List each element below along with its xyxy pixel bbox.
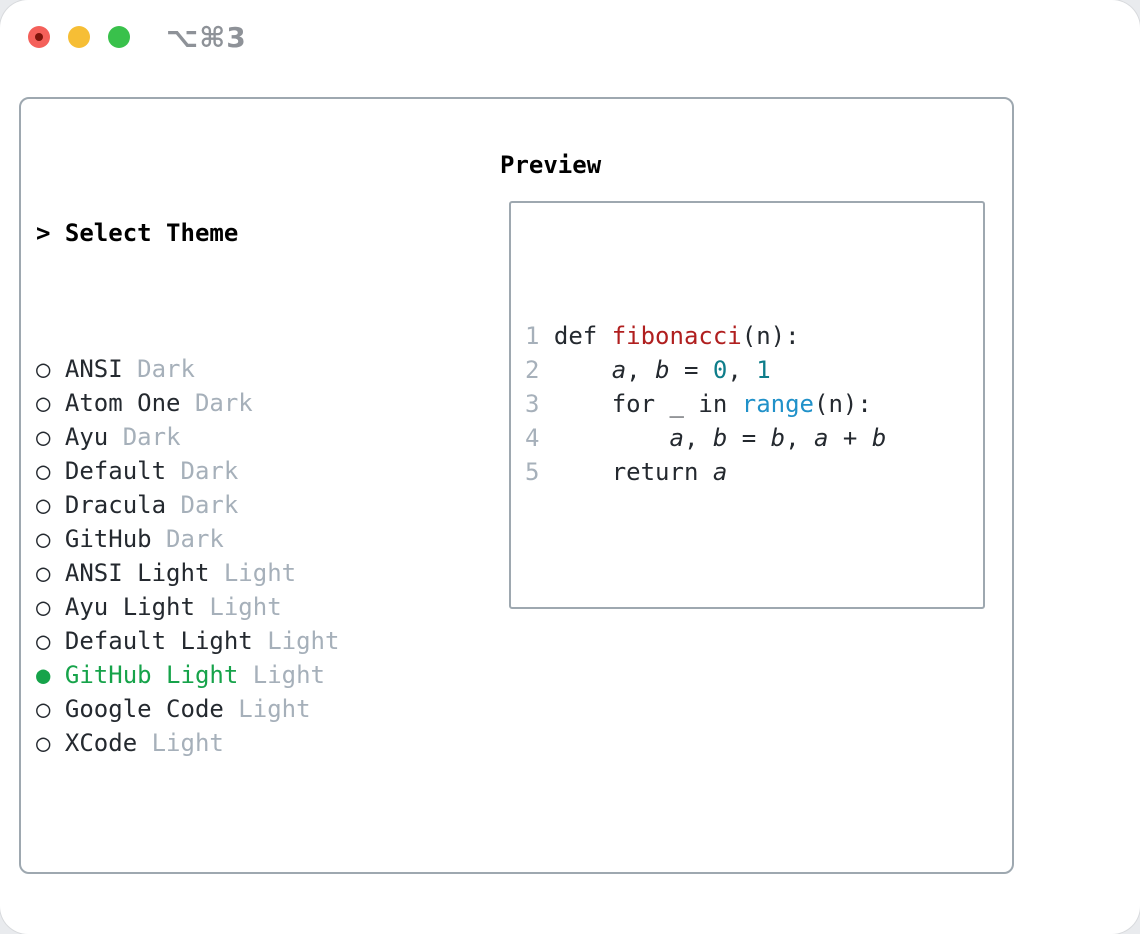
theme-name: Ayu Light	[64, 593, 195, 621]
code-line-2: 2 a, b = 0, 1	[525, 356, 771, 384]
window-title: ⌥⌘3	[166, 21, 247, 54]
theme-option-github-light[interactable]: ● GitHub Light Light	[36, 658, 441, 692]
preview-box: 1 def fibonacci(n): 2 a, b = 0, 1 3 for _ …	[509, 201, 985, 609]
theme-list: ○ ANSI Dark ○ Atom One Dark ○ Ayu Dark ○ De…	[36, 352, 441, 760]
radio-unselected-icon: ○	[36, 423, 65, 451]
radio-unselected-icon: ○	[36, 627, 65, 655]
code-line-4: 4 a, b = b, a + b	[525, 424, 887, 452]
theme-name: XCode	[64, 729, 138, 757]
theme-variant: Dark	[122, 355, 195, 383]
theme-variant: Light	[194, 593, 282, 621]
radio-unselected-icon: ○	[36, 457, 65, 485]
theme-variant: Light	[238, 661, 325, 689]
theme-name: Atom One	[64, 389, 181, 417]
titlebar	[28, 26, 130, 48]
radio-unselected-icon: ○	[36, 729, 65, 757]
theme-variant: Light	[252, 627, 340, 655]
select-theme-header: > Select Theme	[36, 216, 441, 250]
radio-unselected-icon: ○	[36, 491, 65, 519]
line-number: 4	[525, 424, 554, 452]
theme-option-xcode[interactable]: ○ XCode Light	[36, 726, 441, 760]
theme-option-ansi-light[interactable]: ○ ANSI Light Light	[36, 556, 441, 590]
theme-option-dracula[interactable]: ○ Dracula Dark	[36, 488, 441, 522]
theme-option-default[interactable]: ○ Default Dark	[36, 454, 441, 488]
theme-name: ANSI	[64, 355, 123, 383]
prompt-icon: >	[36, 219, 65, 247]
theme-name: Dracula	[64, 491, 167, 519]
theme-selector-panel: > Select Theme ○ ANSI Dark ○ Atom One Dar…	[19, 97, 1014, 874]
theme-option-github[interactable]: ○ GitHub Dark	[36, 522, 441, 556]
theme-option-ayu[interactable]: ○ Ayu Dark	[36, 420, 441, 454]
code-preview: 1 def fibonacci(n): 2 a, b = 0, 1 3 for _ …	[525, 319, 983, 489]
spacer	[525, 557, 983, 591]
line-number: 3	[525, 390, 554, 418]
theme-name: Ayu	[64, 423, 109, 451]
close-button[interactable]	[28, 26, 50, 48]
radio-selected-icon: ●	[36, 661, 65, 689]
theme-variant: Light	[223, 695, 311, 723]
radio-unselected-icon: ○	[36, 695, 65, 723]
theme-name: ANSI Light	[64, 559, 210, 587]
theme-variant: Dark	[180, 389, 253, 417]
theme-variant: Light	[209, 559, 297, 587]
theme-variant: Dark	[166, 491, 239, 519]
code-line-3: 3 for _ in range(n):	[525, 390, 872, 418]
code-line-5: 5 return a	[525, 458, 728, 486]
theme-option-atom-one[interactable]: ○ Atom One Dark	[36, 386, 441, 420]
preview-header: Preview	[500, 151, 602, 179]
theme-option-default-light[interactable]: ○ Default Light Light	[36, 624, 441, 658]
code-line-1: 1 def fibonacci(n):	[525, 322, 800, 350]
zoom-button[interactable]	[108, 26, 130, 48]
line-number: 5	[525, 458, 554, 486]
theme-variant: Dark	[151, 525, 224, 553]
theme-variant: Dark	[108, 423, 181, 451]
theme-variant: Dark	[166, 457, 239, 485]
theme-option-ayu-light[interactable]: ○ Ayu Light Light	[36, 590, 441, 624]
radio-unselected-icon: ○	[36, 389, 65, 417]
minimize-button[interactable]	[68, 26, 90, 48]
select-theme-title: Select Theme	[64, 219, 239, 247]
radio-unselected-icon: ○	[36, 525, 65, 553]
theme-name: Default	[64, 457, 167, 485]
theme-name: GitHub Light	[64, 661, 239, 689]
theme-variant: Light	[137, 729, 224, 757]
theme-name: Google Code	[64, 695, 224, 723]
radio-unselected-icon: ○	[36, 593, 65, 621]
theme-name: GitHub	[64, 525, 152, 553]
radio-unselected-icon: ○	[36, 559, 65, 587]
line-number: 2	[525, 356, 554, 384]
line-number: 1	[525, 322, 554, 350]
theme-name: Default Light	[64, 627, 253, 655]
theme-option-google-code[interactable]: ○ Google Code Light	[36, 692, 441, 726]
theme-option-ansi[interactable]: ○ ANSI Dark	[36, 352, 441, 386]
radio-unselected-icon: ○	[36, 355, 65, 383]
theme-list-column: > Select Theme ○ ANSI Dark ○ Atom One Dar…	[36, 148, 441, 934]
spacer	[36, 862, 441, 896]
